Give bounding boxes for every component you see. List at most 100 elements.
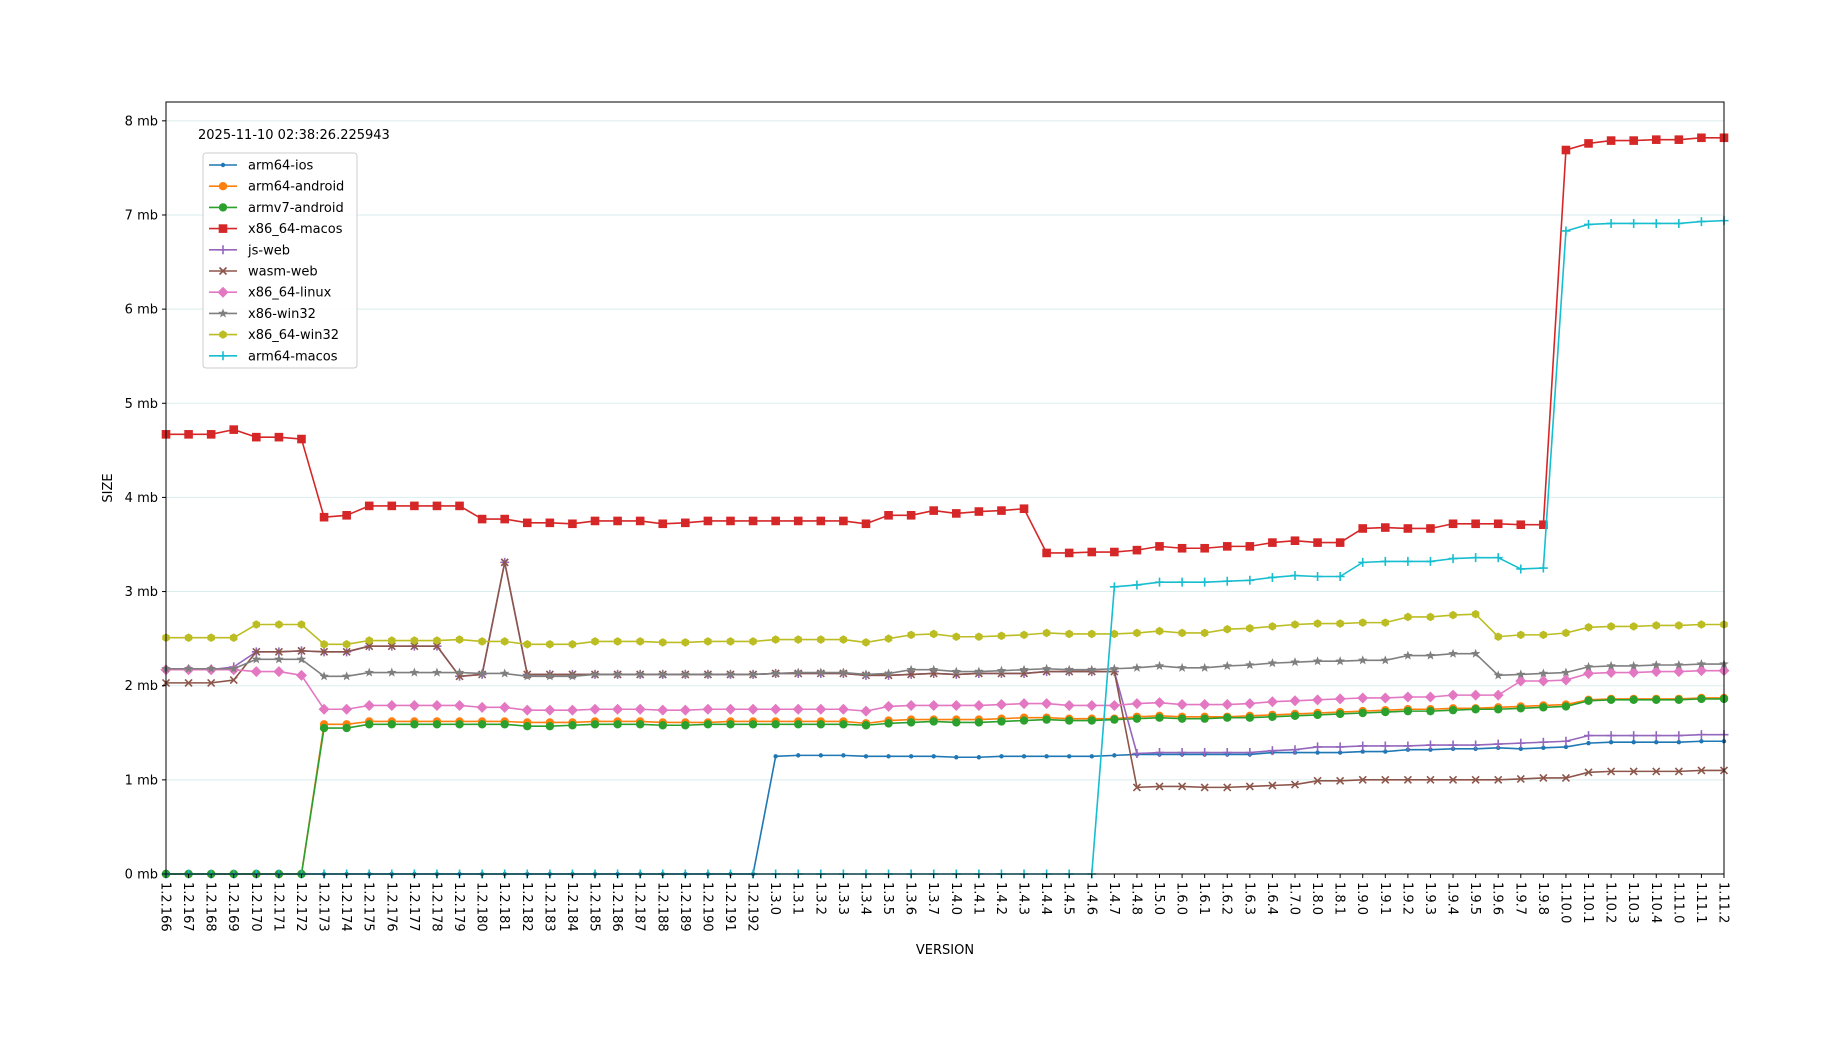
data-point-x86-win32 <box>1561 667 1571 677</box>
data-point-arm64-macos <box>1358 557 1368 567</box>
data-point-x86-64-linux <box>1447 689 1459 701</box>
data-point-js-web <box>1471 740 1481 750</box>
data-point-x86-win32 <box>1493 670 1503 680</box>
data-point-x86-64-linux <box>589 703 601 715</box>
y-axis-label: SIZE <box>101 473 116 502</box>
data-point-js-web <box>1290 745 1300 755</box>
x-tick-label: 1.11.1 <box>1693 882 1708 923</box>
data-point-x86-win32 <box>499 668 510 678</box>
data-point-x86-win32 <box>1696 659 1707 669</box>
data-point-arm64-macos <box>1109 582 1119 592</box>
data-point-x86-64-linux <box>1402 691 1414 703</box>
data-point-x86-64-macos <box>1697 133 1706 143</box>
x-tick-label: 1.6.4 <box>1264 882 1279 915</box>
data-point-x86-win32 <box>793 667 803 677</box>
data-point-x86-64-linux <box>341 703 353 715</box>
data-point-arm64-ios <box>1360 749 1365 754</box>
data-point-armv7-android <box>568 721 577 730</box>
data-point-x86-64-macos <box>793 516 803 526</box>
x-tick-label: 1.10.1 <box>1580 882 1595 923</box>
data-point-x86-64-linux <box>770 703 782 715</box>
data-point-x86-64-linux <box>905 699 917 711</box>
data-point-x86-64-win32 <box>1088 629 1096 639</box>
data-point-x86-64-linux <box>1244 698 1256 710</box>
series-line-x86-64-macos <box>166 136 1724 554</box>
data-point-x86-64-win32 <box>862 638 870 647</box>
x-tick-label: 1.2.176 <box>383 882 398 932</box>
x-tick-label: 1.3.7 <box>925 882 940 915</box>
legend-item-js-web: js-web <box>209 243 290 258</box>
data-point-x86-win32 <box>996 665 1007 675</box>
data-point-armv7-android <box>1674 695 1684 705</box>
data-point-armv7-android <box>523 721 532 731</box>
x-tick-label: 1.2.181 <box>496 882 511 932</box>
data-point-x86-64-macos <box>590 516 600 526</box>
data-point-wasm-web <box>1584 768 1593 777</box>
x-tick-label: 1.2.175 <box>361 882 376 932</box>
data-point-x86-64-macos <box>568 519 577 529</box>
data-point-arm64-ios <box>908 754 914 759</box>
data-point-x86-64-win32 <box>478 637 486 646</box>
x-tick-label: 1.2.169 <box>225 882 240 932</box>
data-point-x86-win32 <box>1154 660 1165 670</box>
data-point-arm64-ios <box>886 754 891 759</box>
data-point-x86-win32 <box>906 664 916 674</box>
data-point-x86-win32 <box>1606 660 1616 670</box>
legend-marker <box>218 224 228 233</box>
data-point-armv7-android <box>635 720 645 729</box>
data-point-x86-64-win32 <box>342 639 351 649</box>
data-point-arm64-ios <box>1044 754 1049 759</box>
y-tick-label: 7 mb <box>125 208 158 223</box>
data-point-armv7-android <box>1494 705 1503 714</box>
legend-item-x86-64-win32: x86_64-win32 <box>209 328 339 343</box>
data-point-wasm-web <box>1471 775 1480 784</box>
data-point-armv7-android <box>997 717 1006 726</box>
x-axis: 1.2.166 1.2.167 1.2.168 1.2.169 1.2.170 1.2.1… <box>158 874 1731 932</box>
x-tick-label: 1.4.6 <box>1083 882 1098 915</box>
data-point-x86-64-win32 <box>1042 628 1051 638</box>
data-point-x86-64-win32 <box>320 639 328 649</box>
data-point-x86-win32 <box>274 654 284 664</box>
data-point-armv7-android <box>658 721 667 730</box>
data-point-x86-64-win32 <box>1313 619 1322 628</box>
data-point-x86-64-linux <box>1221 699 1233 711</box>
data-point-x86-64-linux <box>883 700 895 712</box>
data-point-wasm-web <box>1381 775 1390 784</box>
data-point-armv7-android <box>681 721 690 730</box>
data-point-wasm-web <box>274 647 283 656</box>
data-point-x86-win32 <box>1651 659 1662 670</box>
data-point-x86-64-linux <box>386 699 398 711</box>
data-point-wasm-web <box>1629 767 1638 776</box>
data-point-x86-64-win32 <box>1607 622 1615 631</box>
data-point-js-web <box>1516 738 1526 748</box>
x-tick-label: 1.10.2 <box>1603 882 1618 923</box>
data-point-x86-win32 <box>612 669 623 679</box>
data-point-x86-64-linux <box>1063 699 1075 711</box>
x-axis-label: VERSION <box>916 943 974 958</box>
data-point-wasm-web <box>1674 767 1683 776</box>
data-point-x86-win32 <box>409 667 420 677</box>
data-point-arm64-macos <box>1403 556 1413 566</box>
data-point-armv7-android <box>1155 713 1164 722</box>
data-point-x86-64-win32 <box>613 637 622 646</box>
x-tick-label: 1.6.1 <box>1196 882 1211 915</box>
data-point-x86-64-win32 <box>184 633 193 642</box>
data-point-arm64-macos <box>1200 577 1210 587</box>
data-point-x86-64-win32 <box>726 637 735 646</box>
data-point-x86-64-macos <box>748 516 758 526</box>
data-point-armv7-android <box>410 720 419 729</box>
data-point-x86-64-win32 <box>275 620 283 629</box>
data-point-armv7-android <box>1290 711 1300 721</box>
data-point-armv7-android <box>1177 714 1187 723</box>
legend-label: arm64-macos <box>248 349 338 364</box>
data-point-armv7-android <box>1268 712 1277 721</box>
data-point-arm64-ios <box>1586 740 1591 746</box>
data-point-x86-64-macos <box>1629 136 1638 145</box>
legend-marker <box>218 351 228 361</box>
x-tick-label: 1.2.172 <box>293 882 308 932</box>
data-point-x86-64-linux <box>544 704 556 716</box>
data-point-wasm-web <box>1178 782 1187 791</box>
data-point-x86-win32 <box>1245 659 1255 670</box>
x-tick-label: 1.2.166 <box>158 882 173 932</box>
x-tick-label: 1.7.0 <box>1286 882 1301 915</box>
